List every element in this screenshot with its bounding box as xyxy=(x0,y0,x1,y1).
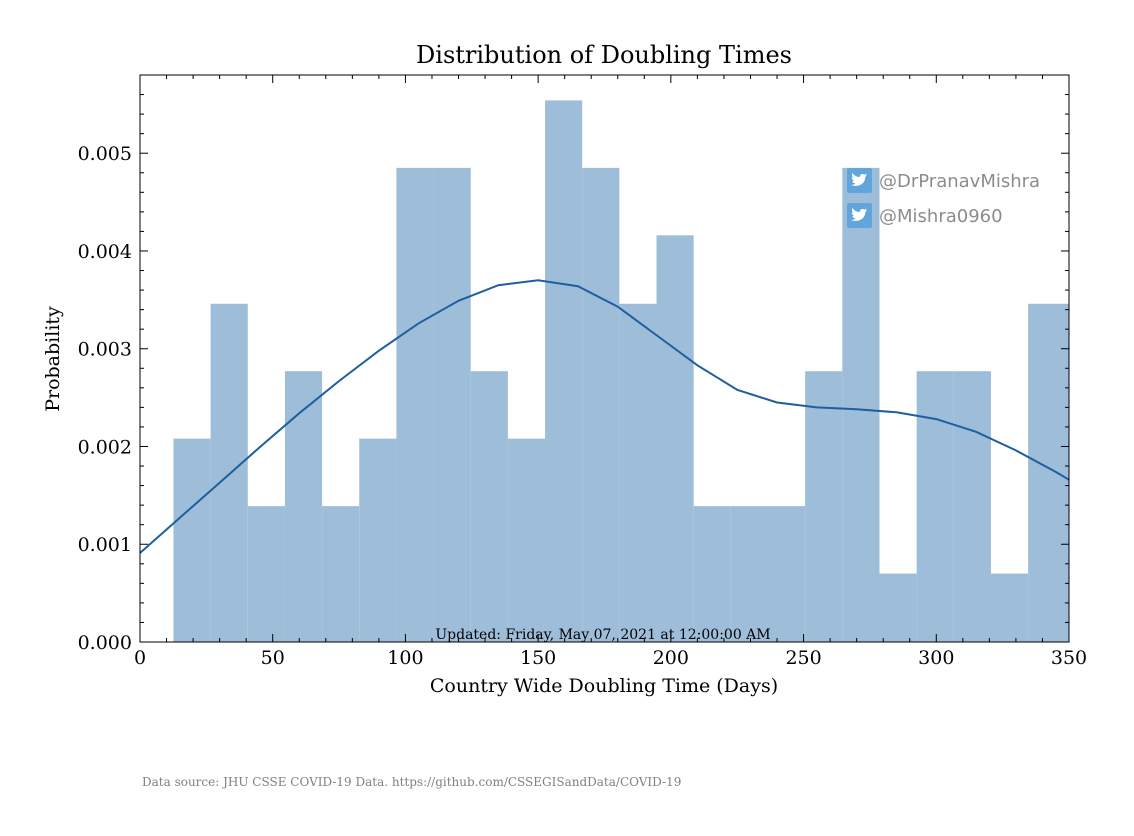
x-tick-label: 200 xyxy=(653,647,689,669)
social-handle: @DrPranavMishra xyxy=(847,168,1040,193)
y-tick-label: 0.002 xyxy=(78,436,132,458)
y-axis-label: Probability xyxy=(42,306,64,412)
x-tick-label: 100 xyxy=(387,647,423,669)
kde-curve xyxy=(139,279,1070,554)
histogram-bar-11 xyxy=(582,167,620,642)
histogram-bar-4 xyxy=(322,506,360,642)
histogram-bar-16 xyxy=(768,506,806,642)
histogram-bar-17 xyxy=(805,371,843,642)
histogram-bar-3 xyxy=(284,371,323,642)
histogram-bar-14 xyxy=(693,506,731,642)
histogram-bar-7 xyxy=(433,167,471,642)
social-handle-text: @DrPranavMishra xyxy=(879,171,1040,192)
updated-annotation: Updated: Friday, May 07, 2021 at 12:00:0… xyxy=(435,627,770,643)
y-tick-label: 0.003 xyxy=(78,339,132,361)
x-tick-label: 150 xyxy=(520,647,556,669)
histogram-bar-5 xyxy=(359,438,397,642)
histogram-bar-1 xyxy=(210,303,248,642)
social-handle: @Mishra0960 xyxy=(847,203,1003,228)
histogram-bar-23 xyxy=(1028,303,1069,642)
y-tick-label: 0.001 xyxy=(78,534,132,556)
histogram-bar-0 xyxy=(173,438,211,642)
histogram-bar-2 xyxy=(247,506,285,642)
histogram-bar-10 xyxy=(545,100,583,643)
x-tick-label: 350 xyxy=(1051,647,1087,669)
histogram-bar-13 xyxy=(656,235,694,642)
histogram-bar-15 xyxy=(730,506,769,642)
x-tick-label: 250 xyxy=(785,647,821,669)
histogram-bar-20 xyxy=(916,371,954,642)
histogram-bar-9 xyxy=(507,438,546,642)
y-tick-label: 0.004 xyxy=(78,241,132,263)
chart-title: Distribution of Doubling Times xyxy=(416,41,792,69)
social-handles: @DrPranavMishra @Mishra0960 xyxy=(847,168,1040,228)
x-tick-label: 0 xyxy=(134,647,146,669)
plot-frame xyxy=(139,74,1070,643)
histogram-bar-8 xyxy=(470,371,508,642)
x-tick-label: 50 xyxy=(261,647,285,669)
social-handle-text: @Mishra0960 xyxy=(879,206,1003,227)
x-tick-label: 300 xyxy=(918,647,954,669)
histogram-bar-6 xyxy=(396,167,434,642)
histogram-bar-21 xyxy=(953,371,991,642)
y-tick-label: 0.005 xyxy=(78,143,132,165)
twitter-bird-glyph xyxy=(850,208,867,221)
histogram-bar-12 xyxy=(619,303,657,642)
y-tick-label: 0.000 xyxy=(78,632,132,654)
histogram-bar-18 xyxy=(842,167,880,642)
histogram-bar-19 xyxy=(879,573,917,642)
twitter-bird-glyph xyxy=(850,173,867,186)
axis-ticks: 0 50 100 150 200 250 300 350 0.000 0.001 0.002 0.00… xyxy=(78,74,1087,669)
histogram-bar-22 xyxy=(990,573,1029,642)
data-source-footer: Data source: JHU CSSE COVID-19 Data. htt… xyxy=(142,775,682,789)
x-axis-label: Country Wide Doubling Time (Days) xyxy=(430,675,778,697)
